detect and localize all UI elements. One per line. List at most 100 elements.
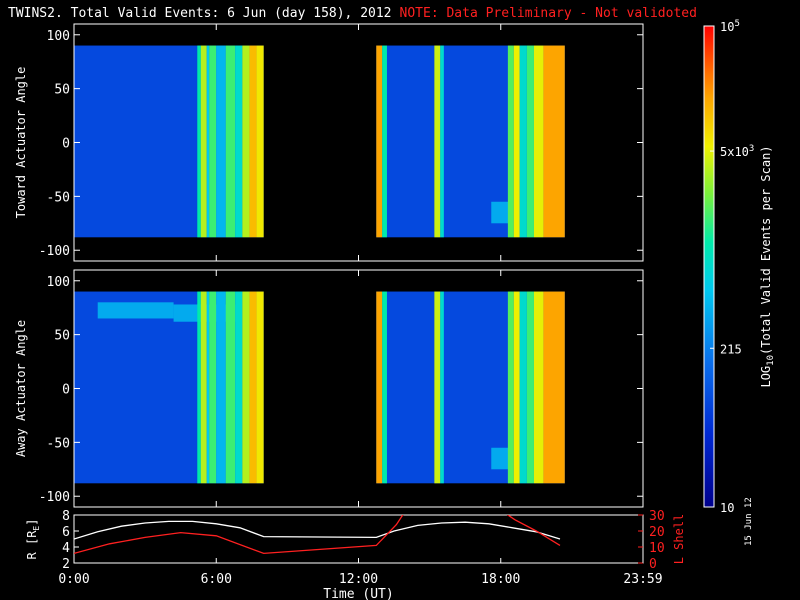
heatmap-band [249, 45, 257, 238]
heatmap-band [206, 291, 210, 484]
heatmap-patch [491, 447, 511, 470]
colorbar-tick-label: 5x103 [720, 144, 754, 159]
heatmap-band [533, 291, 544, 484]
heatmap-band [200, 291, 207, 484]
x-tick-label: 0:00 [58, 572, 89, 587]
y-tick-label: 50 [54, 329, 70, 344]
y-axis-label-sub: E [32, 526, 41, 531]
heatmap-band [382, 45, 387, 238]
heatmap-band [225, 291, 236, 484]
y-tick-label: 2 [62, 557, 70, 572]
heatmap-band [434, 45, 441, 238]
heatmap-band [440, 291, 444, 484]
colorbar-tick-base: 5x10 [720, 145, 749, 159]
y-tick-label: 100 [47, 275, 70, 290]
y-tick-label: 0 [62, 137, 70, 152]
heatmap-band [249, 291, 257, 484]
colorbar-tick-label: 105 [720, 19, 740, 34]
y-tick-label: 4 [62, 541, 70, 556]
heatmap-band [197, 291, 201, 484]
y2-tick-label: 0 [649, 557, 657, 572]
y-axis-label: Away Actuator Angle [14, 320, 28, 457]
y-axis-label-main: R [R [25, 530, 39, 560]
y-tick-label: -100 [39, 244, 70, 259]
y2-tick-label: 10 [649, 541, 665, 556]
x-tick-label: 6:00 [201, 572, 232, 587]
heatmap-band [513, 291, 520, 484]
heatmap-band [513, 45, 520, 238]
heatmap-band [543, 45, 565, 238]
y-tick-label: -50 [47, 436, 70, 451]
heatmap-band [242, 291, 250, 484]
y-tick-label: 8 [62, 509, 70, 524]
y-axis-label: Toward Actuator Angle [14, 67, 28, 219]
heatmap-panel-bottom: 100 50 0 -50 -100 Away Actuator Angle [14, 269, 644, 508]
y-tick-label: 100 [47, 29, 70, 44]
x-tick-label: 23:59 [623, 572, 662, 587]
heatmap-band [382, 291, 387, 484]
title-note: NOTE: Data Preliminary - Not validoted [399, 6, 697, 21]
lshell-series-line [74, 515, 561, 555]
x-tick-label: 18:00 [481, 572, 520, 587]
heatmap-band [376, 291, 383, 484]
heatmap-band [235, 45, 243, 238]
x-tick-label: 12:00 [339, 572, 378, 587]
heatmap-patch [97, 302, 174, 319]
heatmap-band [206, 45, 210, 238]
heatmap-band [533, 45, 544, 238]
heatmap-band [216, 45, 226, 238]
heatmap-band [197, 45, 201, 238]
y-tick-label: 6 [62, 525, 70, 540]
heatmap-band [376, 45, 383, 238]
y-tick-label: 50 [54, 83, 70, 98]
heatmap-band [507, 45, 514, 238]
x-axis-label: Time (UT) [323, 587, 393, 600]
chart-title: TWINS2. Total Valid Events: 6 Jun (day 1… [8, 6, 697, 21]
colorbar-tick-label: 215 [720, 342, 742, 356]
heatmap-band [543, 291, 565, 484]
r-series-line [74, 520, 561, 540]
heatmap-band [200, 45, 207, 238]
heatmap-band [209, 291, 217, 484]
colorbar-tick-sup: 5 [734, 19, 739, 29]
y-tick-label: -50 [47, 190, 70, 205]
heatmap-band [216, 291, 226, 484]
heatmap-band [209, 45, 217, 238]
heatmap-band [507, 291, 514, 484]
colorbar-tick-base: 10 [720, 501, 734, 515]
colorbar-tick-sup: 3 [749, 144, 754, 154]
heatmap-band [256, 291, 264, 484]
y2-tick-label: 30 [649, 509, 665, 524]
colorbar-tick-base: 215 [720, 342, 742, 356]
colorbar-tick-base: 10 [720, 20, 734, 34]
y-axis-label-end: ] [25, 519, 39, 526]
y2-tick-label: 20 [649, 525, 665, 540]
heatmap-panel-top: 100 50 0 -50 -100 Toward Actuator Angle [14, 23, 644, 262]
date-stamp: 15 Jun 12 [744, 497, 754, 546]
heatmap-band [242, 45, 250, 238]
heatmap-band [256, 45, 264, 238]
y2-axis-label: L Shell [672, 514, 686, 565]
y-tick-label: 0 [62, 383, 70, 398]
heatmap-band [526, 291, 534, 484]
title-main: TWINS2. Total Valid Events: 6 Jun (day 1… [8, 6, 392, 21]
heatmap-band [225, 45, 236, 238]
heatmap-band [440, 45, 444, 238]
colorbar-label-pre: LOG [759, 366, 773, 388]
heatmap-band [519, 291, 527, 484]
colorbar-label-sub: 10 [766, 355, 776, 366]
y-tick-label: -100 [39, 490, 70, 505]
heatmap-band [526, 45, 534, 238]
colorbar-bar [703, 25, 715, 508]
heatmap-band [235, 291, 243, 484]
heatmap-band [519, 45, 527, 238]
heatmap-patch [491, 201, 511, 224]
colorbar-label-post: (Total Valid Events per Scan) [759, 145, 773, 355]
heatmap-band [434, 291, 441, 484]
colorbar-tick-label: 10 [720, 501, 734, 515]
colorbar-label: LOG10(Total Valid Events per Scan) [759, 145, 776, 387]
y-axis-label: R [RE] [25, 519, 41, 560]
